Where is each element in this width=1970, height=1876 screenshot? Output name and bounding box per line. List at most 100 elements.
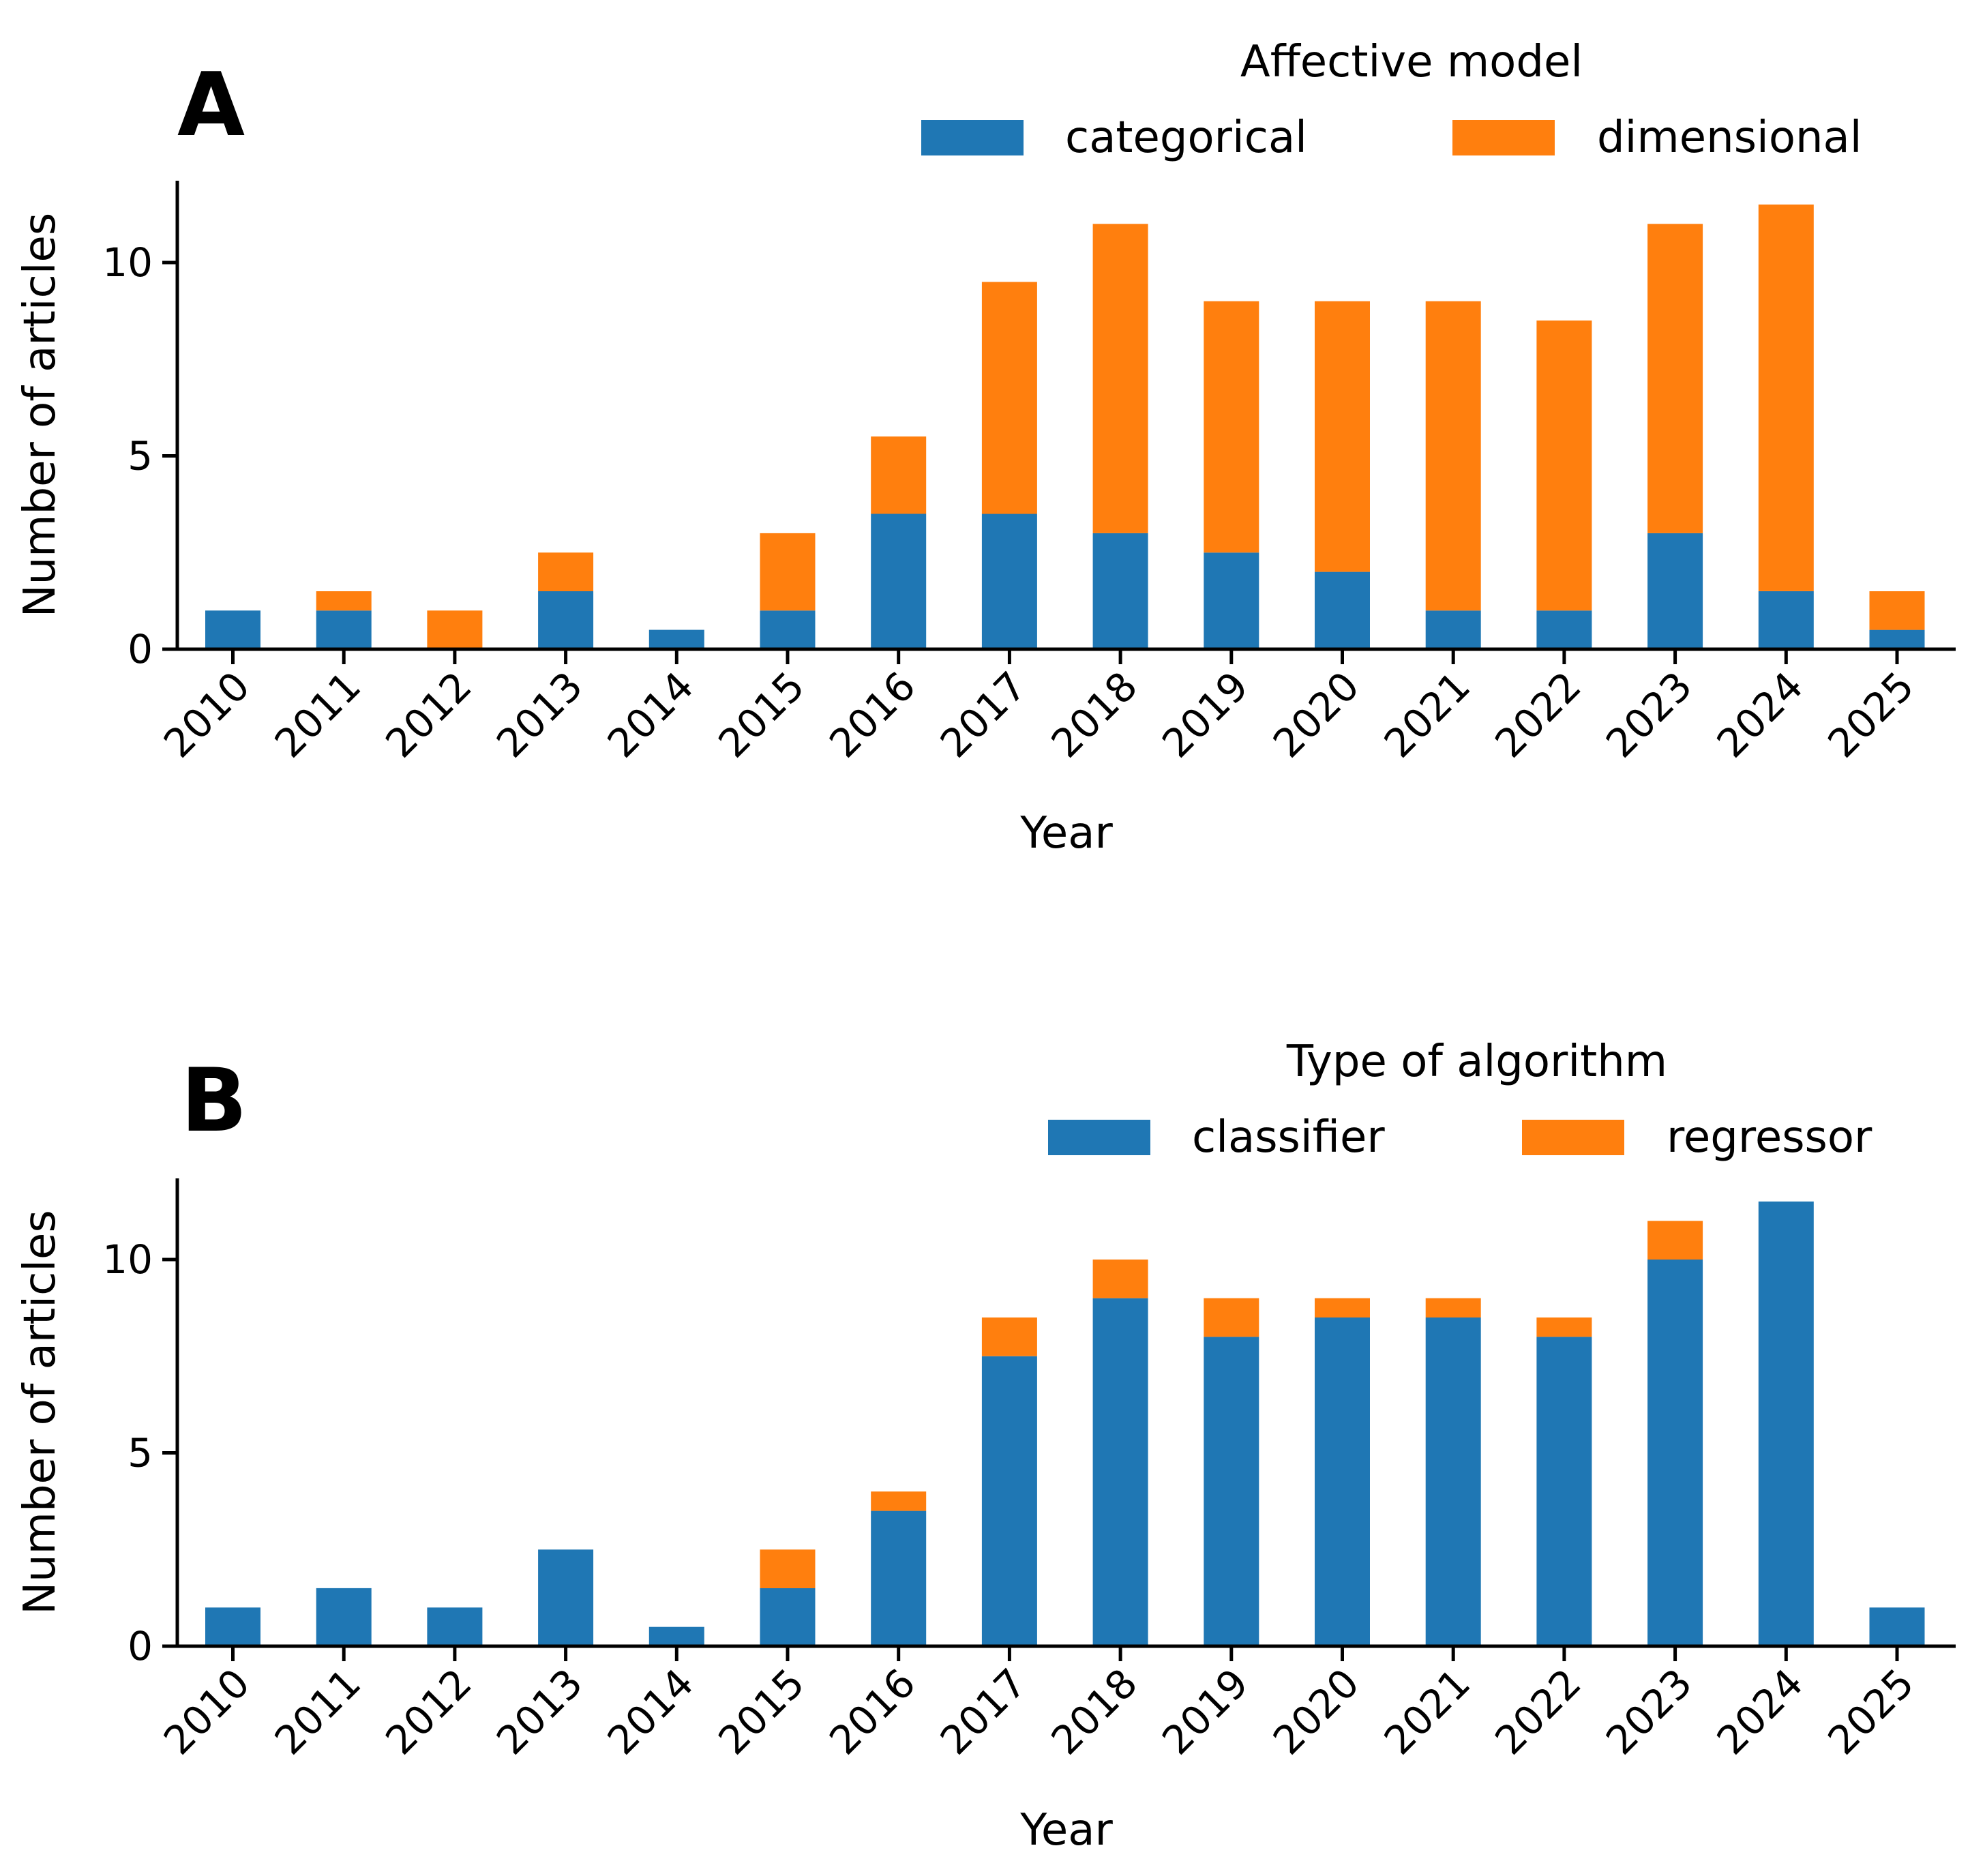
legend-swatch-categorical xyxy=(921,120,1024,155)
x-tick-label-2025: 2025 xyxy=(1819,663,1922,766)
bar-dimensional-2025 xyxy=(1869,591,1925,630)
bar-classifier-2014 xyxy=(648,1626,704,1646)
bar-classifier-2011 xyxy=(316,1588,372,1646)
bar-categorical-2015 xyxy=(760,610,816,649)
x-axis-label: Year xyxy=(1019,808,1113,859)
bar-regressor-2023 xyxy=(1647,1221,1703,1260)
bar-dimensional-2012 xyxy=(427,610,483,649)
x-tick-label-2019: 2019 xyxy=(1153,663,1257,766)
x-tick-label-2010: 2010 xyxy=(155,1660,258,1763)
bar-categorical-2019 xyxy=(1204,552,1259,650)
y-axis-label: Number of articles xyxy=(15,213,65,618)
bar-classifier-2020 xyxy=(1315,1317,1370,1646)
bar-dimensional-2023 xyxy=(1647,224,1703,533)
bar-dimensional-2015 xyxy=(760,533,816,611)
legend-label-categorical: categorical xyxy=(1065,113,1307,163)
bar-dimensional-2024 xyxy=(1758,204,1814,591)
x-tick-label-2020: 2020 xyxy=(1264,1660,1368,1763)
x-tick-label-2021: 2021 xyxy=(1375,663,1479,766)
bar-classifier-2018 xyxy=(1092,1298,1148,1646)
legend-swatch-dimensional xyxy=(1452,120,1555,155)
bar-classifier-2024 xyxy=(1758,1201,1814,1646)
bar-classifier-2016 xyxy=(871,1510,927,1646)
legend-title: Type of algorithm xyxy=(1286,1037,1667,1087)
x-tick-label-2022: 2022 xyxy=(1486,1660,1590,1763)
bar-categorical-2014 xyxy=(648,629,704,649)
legend-title: Affective model xyxy=(1240,37,1583,87)
x-tick-label-2021: 2021 xyxy=(1375,1660,1479,1763)
x-tick-label-2024: 2024 xyxy=(1708,663,1812,766)
bar-classifier-2021 xyxy=(1425,1317,1481,1646)
bar-regressor-2015 xyxy=(760,1549,816,1588)
x-tick-label-2013: 2013 xyxy=(488,1660,591,1763)
legend-label-classifier: classifier xyxy=(1192,1112,1385,1163)
bar-regressor-2018 xyxy=(1092,1260,1148,1298)
bar-classifier-2023 xyxy=(1647,1260,1703,1646)
bar-regressor-2020 xyxy=(1315,1298,1370,1317)
bar-dimensional-2013 xyxy=(538,552,594,591)
legend-swatch-classifier xyxy=(1048,1120,1150,1155)
bar-categorical-2024 xyxy=(1758,591,1814,649)
x-tick-label-2015: 2015 xyxy=(709,1660,813,1763)
bar-classifier-2022 xyxy=(1536,1337,1592,1646)
x-tick-label-2022: 2022 xyxy=(1486,663,1590,766)
bar-categorical-2022 xyxy=(1536,610,1592,649)
y-tick-label-10: 10 xyxy=(102,239,153,286)
x-tick-label-2018: 2018 xyxy=(1043,1660,1146,1763)
bar-dimensional-2017 xyxy=(981,282,1037,514)
x-tick-label-2018: 2018 xyxy=(1043,663,1146,766)
x-tick-label-2020: 2020 xyxy=(1264,663,1368,766)
x-tick-label-2014: 2014 xyxy=(599,663,702,766)
y-axis-label: Number of articles xyxy=(15,1210,65,1615)
y-tick-label-10: 10 xyxy=(102,1236,153,1283)
bar-dimensional-2020 xyxy=(1315,301,1370,572)
y-tick-label-0: 0 xyxy=(128,1623,153,1669)
legend: Affective model categorical dimensional xyxy=(921,37,1862,163)
x-tick-label-2023: 2023 xyxy=(1597,663,1701,766)
x-tick-label-2012: 2012 xyxy=(376,1660,480,1763)
bar-categorical-2025 xyxy=(1869,629,1925,649)
x-tick-label-2014: 2014 xyxy=(599,1660,702,1763)
bar-dimensional-2016 xyxy=(871,436,927,514)
x-tick-label-2019: 2019 xyxy=(1153,1660,1257,1763)
x-tick-label-2017: 2017 xyxy=(931,1660,1035,1763)
x-tick-label-2024: 2024 xyxy=(1708,1660,1812,1763)
bar-classifier-2013 xyxy=(538,1549,594,1647)
bar-categorical-2010 xyxy=(205,610,260,649)
x-tick-label-2011: 2011 xyxy=(266,1660,370,1763)
x-tick-label-2016: 2016 xyxy=(820,663,924,766)
legend: Type of algorithm classifier regressor xyxy=(1048,1037,1872,1163)
y-tick-label-5: 5 xyxy=(128,1430,153,1476)
bar-categorical-2017 xyxy=(981,513,1037,649)
bar-classifier-2010 xyxy=(205,1607,260,1646)
bar-regressor-2017 xyxy=(981,1317,1037,1356)
bar-classifier-2012 xyxy=(427,1607,483,1646)
bar-categorical-2023 xyxy=(1647,533,1703,649)
bar-categorical-2020 xyxy=(1315,571,1370,649)
bar-classifier-2015 xyxy=(760,1588,816,1646)
bar-regressor-2016 xyxy=(871,1491,927,1511)
legend-label-regressor: regressor xyxy=(1667,1112,1872,1163)
bar-dimensional-2021 xyxy=(1425,301,1481,611)
x-axis-label: Year xyxy=(1019,1805,1113,1856)
x-tick-label-2015: 2015 xyxy=(709,663,813,766)
panel-letter: B xyxy=(181,1050,248,1152)
bar-classifier-2019 xyxy=(1204,1337,1259,1646)
bar-dimensional-2011 xyxy=(316,591,372,611)
bar-categorical-2016 xyxy=(871,513,927,649)
panel-letter: A xyxy=(177,55,245,156)
x-tick-label-2010: 2010 xyxy=(155,663,258,766)
bar-classifier-2017 xyxy=(981,1356,1037,1647)
x-tick-label-2012: 2012 xyxy=(376,663,480,766)
x-tick-label-2023: 2023 xyxy=(1597,1660,1701,1763)
bar-categorical-2013 xyxy=(538,591,594,649)
y-tick-label-5: 5 xyxy=(128,433,153,479)
x-tick-label-2013: 2013 xyxy=(488,663,591,766)
bar-regressor-2021 xyxy=(1425,1298,1481,1317)
x-tick-label-2016: 2016 xyxy=(820,1660,924,1763)
y-tick-label-0: 0 xyxy=(128,626,153,672)
legend-swatch-regressor xyxy=(1522,1120,1624,1155)
x-tick-label-2011: 2011 xyxy=(266,663,370,766)
